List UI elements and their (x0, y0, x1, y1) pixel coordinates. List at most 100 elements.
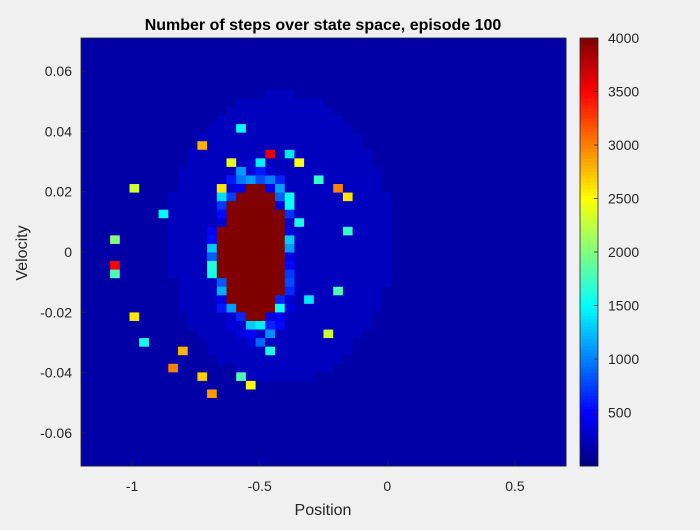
heatmap-cell (265, 311, 276, 321)
heatmap-cell (498, 140, 509, 150)
heatmap-cell (178, 337, 189, 347)
heatmap-cell (110, 243, 121, 253)
heatmap-cell (226, 311, 237, 321)
heatmap-cell (381, 431, 392, 441)
heatmap-cell (556, 46, 567, 56)
colorbar-segment (580, 419, 598, 424)
heatmap-cell (216, 209, 227, 219)
heatmap-cell (342, 192, 354, 202)
heatmap-cell (333, 406, 344, 416)
heatmap-cell (148, 440, 160, 450)
heatmap-cell (294, 166, 305, 176)
heatmap-cell (352, 115, 363, 125)
heatmap-cell (187, 380, 198, 390)
heatmap-cell (255, 243, 266, 253)
heatmap-cell (527, 397, 538, 407)
heatmap-cell (216, 140, 227, 150)
heatmap-cell (158, 38, 169, 48)
heatmap-cell (556, 132, 567, 142)
heatmap-cell (304, 183, 315, 193)
heatmap-cell (148, 406, 160, 416)
heatmap-cell (236, 423, 247, 433)
heatmap-cell (372, 311, 383, 321)
heatmap-cell (381, 46, 392, 56)
heatmap-cell (226, 354, 237, 364)
heatmap-cell (381, 243, 392, 253)
heatmap-cell (342, 46, 354, 56)
heatmap-cell (265, 260, 276, 270)
heatmap-cell (168, 200, 179, 210)
heatmap-cell (449, 123, 460, 133)
heatmap-cell (275, 72, 286, 82)
heatmap-cell (158, 166, 169, 176)
heatmap-cell (459, 354, 470, 364)
heatmap-cell (517, 149, 528, 159)
heatmap-cell (255, 46, 266, 56)
heatmap-cell (410, 157, 421, 167)
heatmap-cell (439, 192, 451, 202)
heatmap-cell (168, 397, 179, 407)
colorbar-segment (580, 282, 598, 286)
heatmap-cell (342, 72, 354, 82)
heatmap-cell (110, 192, 121, 202)
heatmap-cell (498, 174, 509, 185)
heatmap-cell (488, 200, 499, 210)
heatmap-cell (226, 217, 237, 227)
heatmap-cell (401, 106, 412, 116)
heatmap-cell (90, 217, 101, 227)
heatmap-cell (110, 209, 121, 219)
heatmap-cell (275, 174, 286, 185)
heatmap-cell (255, 106, 266, 116)
heatmap-cell (342, 329, 354, 339)
heatmap-cell (119, 252, 130, 262)
heatmap-cell (391, 157, 402, 167)
y-tick-label: 0 (64, 244, 72, 260)
heatmap-cell (439, 346, 451, 356)
heatmap-cell (381, 286, 392, 296)
heatmap-cell (129, 337, 140, 347)
heatmap-cell (139, 380, 150, 390)
colorbar-segment (580, 41, 598, 46)
heatmap-cell (556, 269, 567, 279)
heatmap-cell (391, 166, 402, 176)
heatmap-cell (119, 97, 130, 107)
heatmap-cell (342, 140, 354, 150)
heatmap-cell (294, 329, 305, 339)
heatmap-cell (255, 192, 266, 202)
heatmap-cell (391, 72, 402, 82)
heatmap-cell (158, 123, 169, 133)
heatmap-cell (216, 423, 227, 433)
heatmap-cell (168, 140, 179, 150)
heatmap-cell (546, 303, 557, 313)
colorbar-segment (580, 449, 598, 454)
heatmap-cell (507, 329, 518, 339)
heatmap-cell (439, 217, 451, 227)
heatmap-cell (158, 115, 169, 125)
heatmap-cell (81, 269, 92, 279)
heatmap-cell (226, 166, 237, 176)
heatmap-cell (517, 115, 528, 125)
heatmap-cell (265, 397, 276, 407)
heatmap-cell (313, 363, 324, 373)
heatmap-cell (517, 183, 528, 193)
heatmap-cell (168, 209, 179, 219)
colorbar-segment (580, 355, 598, 360)
heatmap-cell (352, 234, 363, 244)
heatmap-cell (439, 252, 451, 262)
colorbar-segment (580, 328, 598, 333)
colorbar-segment (580, 181, 598, 186)
heatmap-cell (401, 457, 412, 467)
colorbar-segment (580, 198, 598, 203)
heatmap-cell (245, 140, 257, 150)
heatmap-cell (158, 183, 169, 193)
colorbar-segment (580, 38, 598, 42)
heatmap-cell (216, 269, 227, 279)
heatmap-cell (90, 157, 101, 167)
heatmap-cell (410, 260, 421, 270)
heatmap-cell (255, 329, 266, 339)
heatmap-cell (517, 174, 528, 185)
heatmap-cell (294, 380, 305, 390)
heatmap-cell (478, 115, 489, 125)
heatmap-cell (536, 388, 548, 399)
